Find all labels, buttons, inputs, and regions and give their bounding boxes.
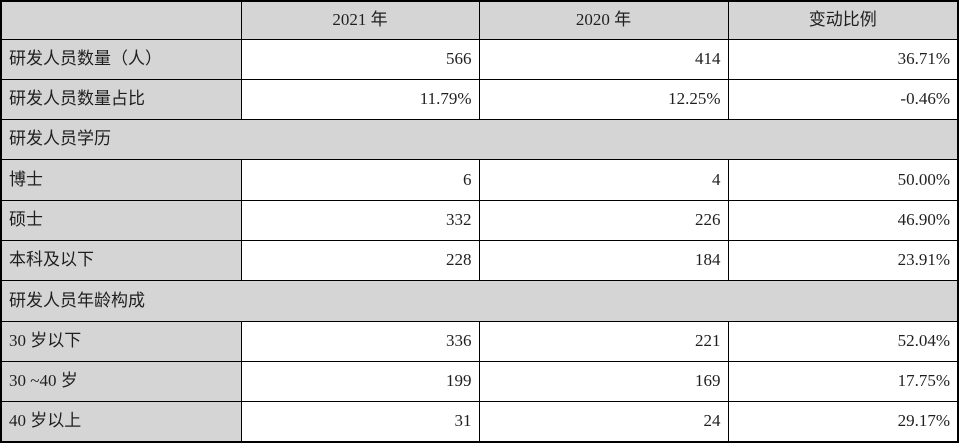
header-row: 2021 年 2020 年 变动比例 [0, 0, 959, 40]
table-row: 本科及以下 228 184 23.91% [0, 239, 959, 282]
row-label: 硕士 [0, 199, 242, 241]
row-label: 研发人员数量占比 [0, 78, 242, 121]
value-2021: 228 [240, 239, 480, 282]
row-label: 40 岁以上 [0, 401, 242, 443]
table-row: 硕士 332 226 46.90% [0, 199, 959, 241]
table-header: 2021 年 2020 年 变动比例 [0, 0, 959, 40]
row-label: 30 ~40 岁 [0, 360, 242, 403]
value-2021: 332 [240, 199, 480, 241]
row-label: 30 岁以下 [0, 320, 242, 362]
value-change-ratio: 17.75% [727, 360, 959, 403]
value-2020: 184 [478, 239, 729, 282]
header-cell-2021: 2021 年 [240, 0, 480, 40]
table-body: 研发人员数量（人） 566 414 36.71% 研发人员数量占比 11.79% 12.25… [0, 38, 959, 443]
header-cell-blank [0, 0, 242, 40]
row-label: 本科及以下 [0, 239, 242, 282]
value-change-ratio: 52.04% [727, 320, 959, 362]
value-2021: 336 [240, 320, 480, 362]
table-row: 研发人员数量占比 11.79% 12.25% -0.46% [0, 78, 959, 121]
value-2021: 31 [240, 401, 480, 443]
section-label: 研发人员学历 [0, 119, 959, 161]
row-label: 博士 [0, 159, 242, 201]
value-change-ratio: 23.91% [727, 239, 959, 282]
value-2021: 11.79% [240, 78, 480, 121]
section-label: 研发人员年龄构成 [0, 280, 959, 322]
value-2021: 566 [240, 38, 480, 80]
value-change-ratio: -0.46% [727, 78, 959, 121]
value-2020: 12.25% [478, 78, 729, 121]
section-row: 研发人员学历 [0, 119, 959, 161]
table-row: 40 岁以上 31 24 29.17% [0, 401, 959, 443]
value-2020: 226 [478, 199, 729, 241]
section-row: 研发人员年龄构成 [0, 280, 959, 322]
header-cell-2020: 2020 年 [478, 0, 729, 40]
value-2020: 4 [478, 159, 729, 201]
value-2020: 169 [478, 360, 729, 403]
value-change-ratio: 50.00% [727, 159, 959, 201]
table-row: 博士 6 4 50.00% [0, 159, 959, 201]
value-change-ratio: 46.90% [727, 199, 959, 241]
row-label: 研发人员数量（人） [0, 38, 242, 80]
value-2020: 24 [478, 401, 729, 443]
table-row: 30 岁以下 336 221 52.04% [0, 320, 959, 362]
header-cell-change-ratio: 变动比例 [727, 0, 959, 40]
value-2021: 199 [240, 360, 480, 403]
table-row: 30 ~40 岁 199 169 17.75% [0, 360, 959, 403]
value-2021: 6 [240, 159, 480, 201]
value-change-ratio: 29.17% [727, 401, 959, 443]
value-2020: 414 [478, 38, 729, 80]
value-change-ratio: 36.71% [727, 38, 959, 80]
table-row: 研发人员数量（人） 566 414 36.71% [0, 38, 959, 80]
value-2020: 221 [478, 320, 729, 362]
